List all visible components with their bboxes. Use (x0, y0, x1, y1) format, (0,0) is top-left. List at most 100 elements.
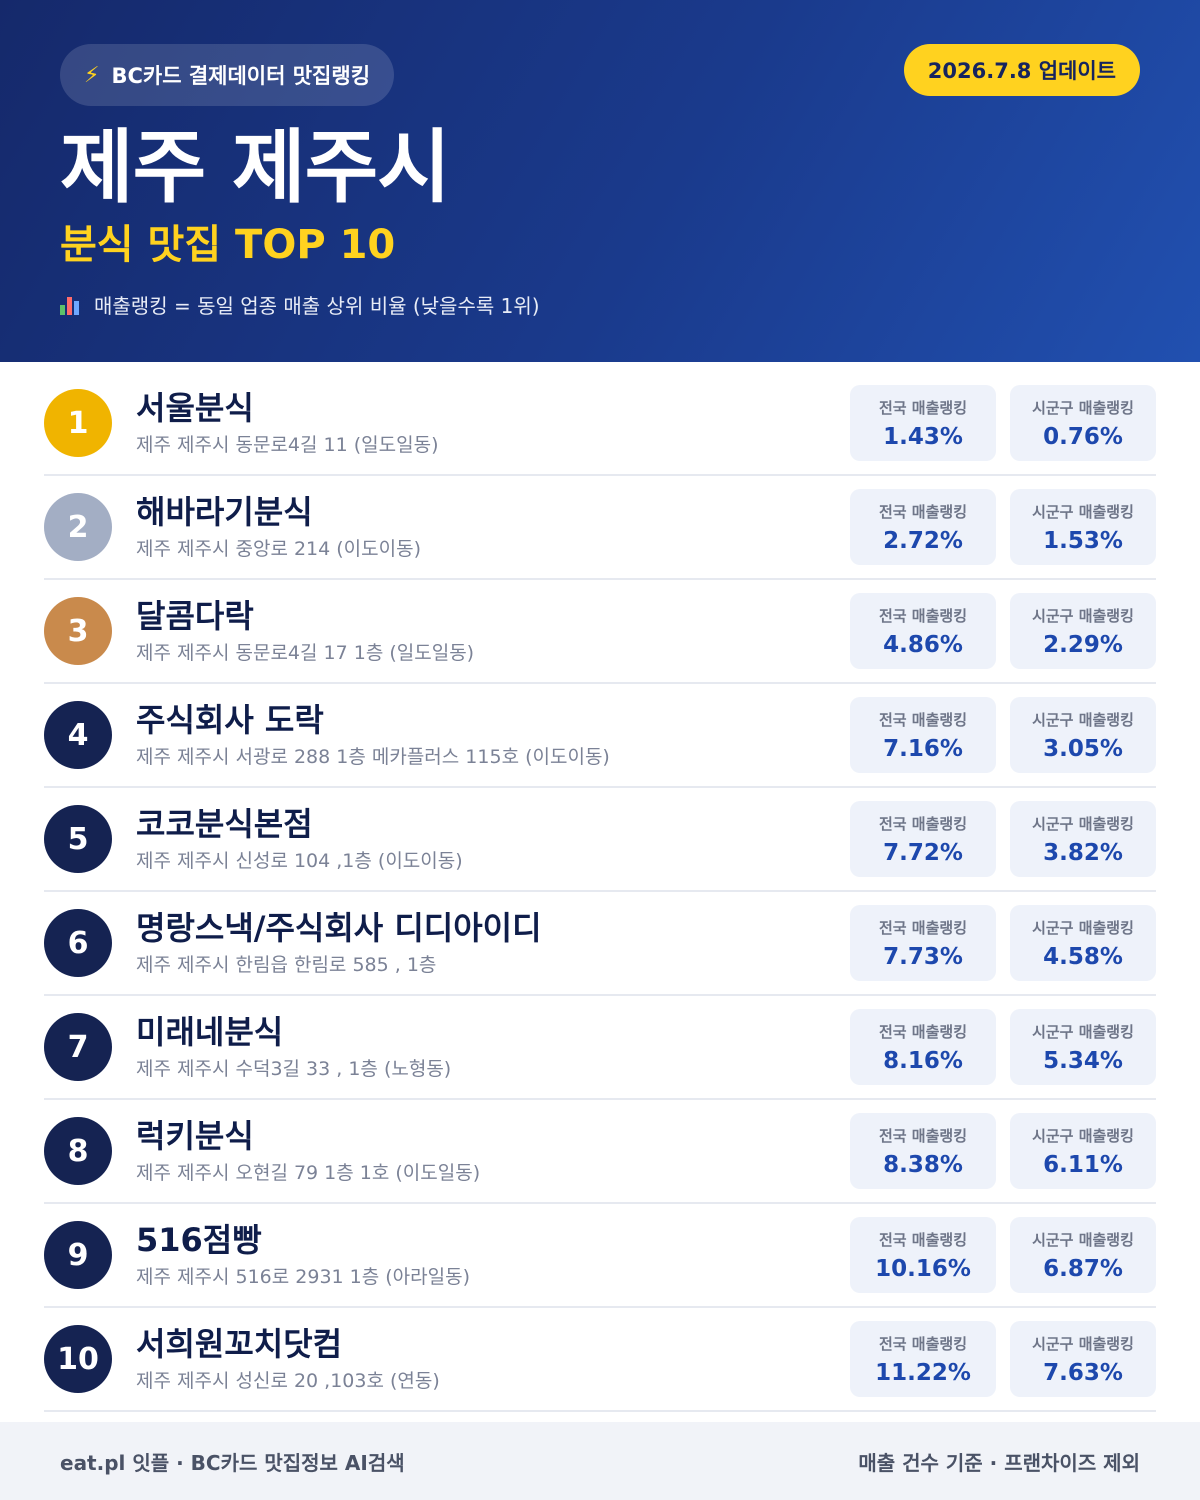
district-ranking-value: 1.53% (1043, 527, 1123, 554)
national-ranking-value: 7.72% (883, 839, 963, 866)
national-ranking-label: 전국 매출랭킹 (878, 710, 968, 729)
district-ranking-value: 2.29% (1043, 631, 1123, 658)
district-ranking-label: 시군구 매출랭킹 (1032, 1126, 1134, 1145)
restaurant-name[interactable]: 해바라기분식 (136, 493, 313, 531)
national-ranking-card: 전국 매출랭킹 8.16% (850, 1009, 996, 1085)
national-ranking-card: 전국 매출랭킹 7.16% (850, 697, 996, 773)
rank-badge: 9 (44, 1221, 112, 1289)
rank-badge: 10 (44, 1325, 112, 1393)
national-ranking-label: 전국 매출랭킹 (878, 814, 968, 833)
district-ranking-value: 7.63% (1043, 1359, 1123, 1386)
restaurant-address: 제주 제주시 516로 2931 1층 (아라일동) (136, 1266, 471, 1288)
restaurant-address: 제주 제주시 한림읍 한림로 585 , 1층 (136, 954, 437, 976)
district-ranking-label: 시군구 매출랭킹 (1032, 814, 1134, 833)
district-ranking-card: 시군구 매출랭킹 7.63% (1010, 1321, 1156, 1397)
ranking-row[interactable]: 1 서울분식 제주 제주시 동문로4길 11 (일도일동) 전국 매출랭킹 1.43% 시… (44, 372, 1156, 476)
national-ranking-card: 전국 매출랭킹 11.22% (850, 1321, 996, 1397)
national-ranking-value: 10.16% (875, 1255, 971, 1282)
restaurant-address: 제주 제주시 수덕3길 33 , 1층 (노형동) (136, 1058, 452, 1080)
national-ranking-value: 7.73% (883, 943, 963, 970)
national-ranking-card: 전국 매출랭킹 4.86% (850, 593, 996, 669)
restaurant-address: 제주 제주시 동문로4길 11 (일도일동) (136, 434, 439, 456)
restaurant-address: 제주 제주시 동문로4길 17 1층 (일도일동) (136, 642, 475, 664)
footer: eat.pl 잇플 · BC카드 맛집정보 AI검색 매출 건수 기준 · 프랜… (0, 1422, 1200, 1500)
district-ranking-label: 시군구 매출랭킹 (1032, 502, 1134, 521)
district-ranking-card: 시군구 매출랭킹 3.05% (1010, 697, 1156, 773)
restaurant-info: 코코분식본점 제주 제주시 신성로 104 ,1층 (이도이동) (136, 804, 836, 874)
district-ranking-label: 시군구 매출랭킹 (1032, 918, 1134, 937)
district-ranking-card: 시군구 매출랭킹 0.76% (1010, 385, 1156, 461)
footer-source: eat.pl 잇플 · BC카드 맛집정보 AI검색 (60, 1450, 405, 1475)
district-ranking-card: 시군구 매출랭킹 1.53% (1010, 489, 1156, 565)
national-ranking-value: 8.38% (883, 1151, 963, 1178)
ranking-note-text: 매출랭킹 = 동일 업종 매출 상위 비율 (낮을수록 1위) (94, 294, 540, 318)
district-ranking-value: 3.05% (1043, 735, 1123, 762)
restaurant-name[interactable]: 명랑스낵/주식회사 디디아이디 (136, 909, 542, 947)
ranking-row[interactable]: 10 서희원꼬치닷컴 제주 제주시 성신로 20 ,103호 (연동) 전국 매출랭킹… (44, 1308, 1156, 1412)
bar-chart-icon (60, 295, 82, 315)
national-ranking-card: 전국 매출랭킹 8.38% (850, 1113, 996, 1189)
restaurant-name[interactable]: 달콤다락 (136, 597, 254, 635)
district-ranking-value: 4.58% (1043, 943, 1123, 970)
rank-badge: 5 (44, 805, 112, 873)
district-ranking-card: 시군구 매출랭킹 6.87% (1010, 1217, 1156, 1293)
district-ranking-card: 시군구 매출랭킹 5.34% (1010, 1009, 1156, 1085)
national-ranking-card: 전국 매출랭킹 10.16% (850, 1217, 996, 1293)
national-ranking-label: 전국 매출랭킹 (878, 1230, 968, 1249)
brand-label: BC카드 결제데이터 맛집랭킹 (111, 64, 371, 88)
ranking-note: 매출랭킹 = 동일 업종 매출 상위 비율 (낮을수록 1위) (60, 290, 1140, 319)
national-ranking-label: 전국 매출랭킹 (878, 502, 968, 521)
restaurant-name[interactable]: 럭키분식 (136, 1117, 254, 1155)
update-badge: 2026.7.8 업데이트 (903, 44, 1140, 96)
rank-badge: 3 (44, 597, 112, 665)
restaurant-name[interactable]: 서희원꼬치닷컴 (136, 1325, 343, 1363)
footer-criteria: 매출 건수 기준 · 프랜차이즈 제외 (858, 1450, 1140, 1475)
restaurant-name[interactable]: 주식회사 도락 (136, 701, 324, 739)
ranking-row[interactable]: 2 해바라기분식 제주 제주시 중앙로 214 (이도이동) 전국 매출랭킹 2.72%… (44, 476, 1156, 580)
district-ranking-value: 6.11% (1043, 1151, 1123, 1178)
lightning-icon: ⚡ (84, 62, 100, 88)
restaurant-address: 제주 제주시 성신로 20 ,103호 (연동) (136, 1370, 440, 1392)
rank-badge: 6 (44, 909, 112, 977)
rank-badge: 4 (44, 701, 112, 769)
rank-badge: 1 (44, 389, 112, 457)
header-banner: ⚡ BC카드 결제데이터 맛집랭킹 2026.7.8 업데이트 제주 제주시 분… (0, 0, 1200, 362)
national-ranking-value: 1.43% (883, 423, 963, 450)
national-ranking-card: 전국 매출랭킹 1.43% (850, 385, 996, 461)
restaurant-name[interactable]: 서울분식 (136, 389, 254, 427)
ranking-row[interactable]: 3 달콤다락 제주 제주시 동문로4길 17 1층 (일도일동) 전국 매출랭킹 4.8… (44, 580, 1156, 684)
restaurant-address: 제주 제주시 중앙로 214 (이도이동) (136, 538, 422, 560)
district-ranking-value: 3.82% (1043, 839, 1123, 866)
brand-pill: ⚡ BC카드 결제데이터 맛집랭킹 (60, 44, 395, 106)
district-ranking-label: 시군구 매출랭킹 (1032, 1022, 1134, 1041)
national-ranking-value: 4.86% (883, 631, 963, 658)
restaurant-name[interactable]: 미래네분식 (136, 1013, 284, 1051)
ranking-row[interactable]: 5 코코분식본점 제주 제주시 신성로 104 ,1층 (이도이동) 전국 매출랭킹 7… (44, 788, 1156, 892)
national-ranking-card: 전국 매출랭킹 7.73% (850, 905, 996, 981)
district-ranking-label: 시군구 매출랭킹 (1032, 1334, 1134, 1353)
district-ranking-label: 시군구 매출랭킹 (1032, 1230, 1134, 1249)
national-ranking-card: 전국 매출랭킹 2.72% (850, 489, 996, 565)
page-subtitle: 분식 맛집 TOP 10 (60, 222, 396, 268)
ranking-row[interactable]: 8 럭키분식 제주 제주시 오현길 79 1층 1호 (이도일동) 전국 매출랭킹 8.… (44, 1100, 1156, 1204)
national-ranking-label: 전국 매출랭킹 (878, 1334, 968, 1353)
restaurant-address: 제주 제주시 서광로 288 1층 메카플러스 115호 (이도이동) (136, 746, 610, 768)
restaurant-address: 제주 제주시 오현길 79 1층 1호 (이도일동) (136, 1162, 481, 1184)
rank-badge: 7 (44, 1013, 112, 1081)
district-ranking-label: 시군구 매출랭킹 (1032, 710, 1134, 729)
national-ranking-value: 8.16% (883, 1047, 963, 1074)
national-ranking-label: 전국 매출랭킹 (878, 1022, 968, 1041)
restaurant-name[interactable]: 516점빵 (136, 1221, 262, 1259)
restaurant-name[interactable]: 코코분식본점 (136, 805, 313, 843)
district-ranking-label: 시군구 매출랭킹 (1032, 398, 1134, 417)
ranking-row[interactable]: 6 명랑스낵/주식회사 디디아이디 제주 제주시 한림읍 한림로 585 , 1층 전… (44, 892, 1156, 996)
